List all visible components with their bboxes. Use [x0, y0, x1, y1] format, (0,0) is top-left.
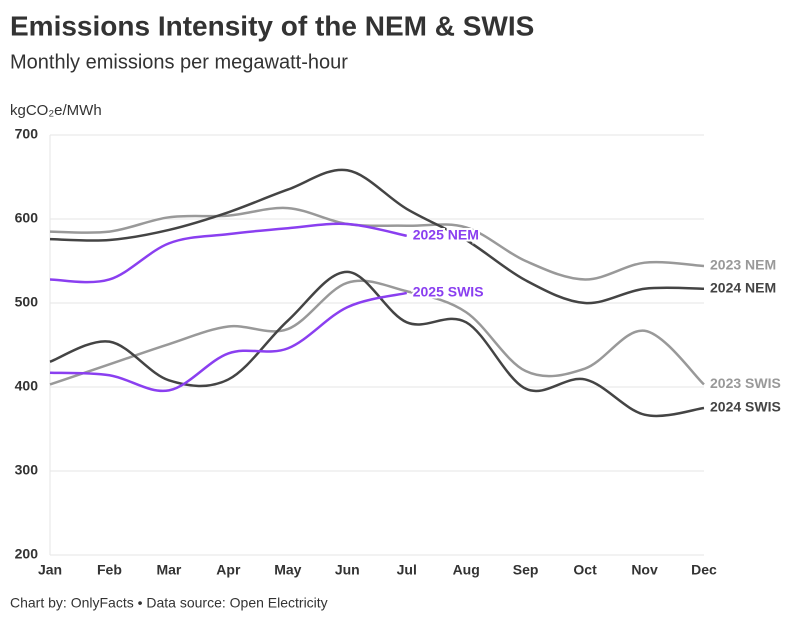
series-line: [49, 291, 408, 393]
x-tick-label: Nov: [631, 562, 658, 578]
series-label: 2024 SWIS: [710, 399, 781, 415]
y-tick-label: 600: [15, 210, 39, 226]
x-tick-label: Aug: [453, 562, 480, 578]
x-tick-label: Sep: [513, 562, 539, 578]
series-line: [49, 279, 705, 386]
series-line: [49, 206, 705, 281]
series-label: 2023 NEM: [710, 257, 776, 273]
y-axis-label: kgCO₂e/MWh: [10, 102, 102, 119]
chart-title: Emissions Intensity of the NEM & SWIS: [10, 10, 534, 41]
x-tick-label: May: [274, 562, 301, 578]
y-tick-label: 300: [15, 462, 39, 478]
series-label: 2023 SWIS: [710, 375, 781, 391]
x-tick-label: Mar: [156, 562, 181, 578]
series-label: 2025 SWIS: [413, 284, 484, 300]
series-label: 2025 NEM: [413, 227, 479, 243]
series-line: [49, 270, 705, 418]
series-line: [49, 222, 407, 284]
y-tick-label: 500: [15, 294, 39, 310]
x-tick-label: Jul: [397, 562, 417, 578]
x-tick-label: Dec: [691, 562, 717, 578]
y-tick-label: 400: [15, 378, 39, 394]
y-tick-label: 700: [15, 126, 39, 142]
x-tick-label: Jan: [38, 562, 62, 578]
footer: Chart by: OnlyFacts • Data source: Open …: [10, 595, 328, 611]
x-tick-label: Jun: [335, 562, 360, 578]
series-line: [49, 168, 705, 305]
x-tick-label: Apr: [216, 562, 241, 578]
x-tick-label: Oct: [573, 562, 597, 578]
x-tick-label: Feb: [97, 562, 122, 578]
chart-subtitle: Monthly emissions per megawatt-hour: [10, 51, 348, 73]
series-label: 2024 NEM: [710, 279, 776, 295]
y-tick-label: 200: [15, 546, 39, 562]
